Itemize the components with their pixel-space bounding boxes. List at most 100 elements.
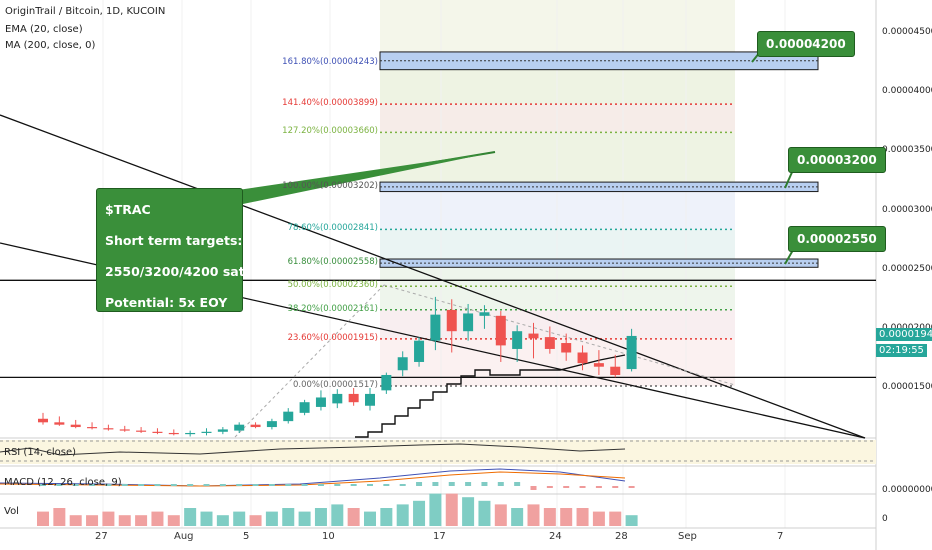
volume-bar bbox=[396, 504, 409, 526]
stepped-support bbox=[355, 354, 626, 438]
note-ticker: $TRAC bbox=[105, 202, 151, 217]
callout-target-3200[interactable]: 0.00003200 bbox=[788, 147, 886, 173]
macd-line bbox=[0, 468, 626, 487]
candle-body bbox=[479, 312, 490, 316]
macd-signal bbox=[0, 471, 626, 487]
volume-bar bbox=[560, 508, 573, 526]
macd-hist bbox=[383, 484, 390, 486]
macd-hist bbox=[628, 486, 635, 488]
macd-hist bbox=[170, 484, 177, 486]
analysis-note[interactable]: $TRAC Short term targets: 2550/3200/4200… bbox=[96, 188, 245, 312]
candle-body bbox=[561, 343, 572, 353]
rsi-label[interactable]: RSI (14, close) bbox=[4, 447, 77, 458]
candle-body bbox=[217, 429, 228, 432]
macd-hist bbox=[546, 486, 553, 488]
candle-body bbox=[201, 431, 212, 433]
macd-hist bbox=[317, 484, 324, 486]
x-tick-label: 27 bbox=[95, 531, 108, 542]
x-tick-label: 10 bbox=[322, 531, 335, 542]
macd-tick-label: 0.00000000 bbox=[882, 485, 932, 495]
volume-bar bbox=[167, 515, 180, 526]
macd-hist bbox=[252, 484, 259, 486]
volume-bar bbox=[445, 493, 458, 526]
macd-hist bbox=[448, 482, 455, 486]
note-targets-heading: Short term targets: bbox=[105, 233, 243, 248]
macd-hist bbox=[432, 482, 439, 486]
callout-target-4200[interactable]: 0.00004200 bbox=[757, 31, 855, 57]
x-tick-label: 24 bbox=[549, 531, 562, 542]
volume-bar bbox=[527, 504, 540, 526]
macd-label[interactable]: MACD (12, 26, close, 9) bbox=[4, 477, 122, 488]
macd-hist bbox=[465, 482, 472, 486]
candle-body bbox=[119, 429, 130, 431]
y-tick-label: 0.00003000 bbox=[882, 204, 932, 215]
fib-label: 78.60%(0.00002841) bbox=[287, 223, 378, 234]
fib-label: 161.80%(0.00004243) bbox=[282, 57, 378, 68]
candle-body bbox=[152, 431, 163, 433]
candle-body bbox=[463, 313, 474, 332]
macd-hist bbox=[203, 484, 210, 486]
legend-title[interactable]: OriginTrail / Bitcoin, 1D, KUCOIN bbox=[5, 6, 166, 17]
macd-hist bbox=[579, 486, 586, 488]
candles bbox=[38, 296, 637, 437]
candle-body bbox=[54, 422, 65, 425]
candle-body bbox=[136, 430, 147, 432]
candle-body bbox=[315, 397, 326, 407]
volume-bar bbox=[282, 508, 295, 526]
volume-bar bbox=[331, 504, 344, 526]
volume-panel bbox=[37, 493, 638, 526]
macd-hist bbox=[121, 484, 128, 486]
fib-label: 38.20%(0.00002161) bbox=[287, 303, 378, 314]
legend-ema[interactable]: EMA (20, close) bbox=[5, 24, 83, 35]
volume-bar bbox=[233, 511, 246, 526]
volume-bar bbox=[249, 515, 262, 526]
y-tick-label: 0.00004500 bbox=[882, 27, 932, 37]
volume-bar bbox=[265, 511, 278, 526]
fib-label: 100.00%(0.00003202) bbox=[282, 180, 378, 191]
candle-body bbox=[348, 393, 359, 403]
candle-body bbox=[168, 432, 179, 435]
volume-bar bbox=[53, 508, 66, 526]
rsi-panel bbox=[0, 440, 876, 464]
note-targets: 2550/3200/4200 sat bbox=[105, 264, 245, 279]
macd-hist bbox=[481, 482, 488, 486]
projection-line bbox=[383, 284, 736, 386]
fib-label: 141.40%(0.00003899) bbox=[282, 98, 378, 109]
callout-target-2550[interactable]: 0.00002550 bbox=[788, 226, 886, 252]
volume-bar bbox=[298, 511, 311, 526]
macd-hist bbox=[236, 484, 243, 486]
volume-label[interactable]: Vol bbox=[4, 506, 19, 517]
y-tick-label: 0.00004000 bbox=[882, 86, 932, 97]
volume-bar bbox=[625, 515, 638, 526]
macd-hist bbox=[530, 486, 537, 490]
note-potential: Potential: 5x EOY bbox=[105, 295, 228, 310]
volume-bar bbox=[609, 511, 622, 526]
macd-hist bbox=[72, 484, 79, 486]
trendline-upper bbox=[0, 114, 866, 439]
volume-bar bbox=[462, 497, 475, 526]
macd-hist bbox=[56, 484, 63, 486]
candle-body bbox=[593, 363, 604, 367]
macd-hist bbox=[514, 482, 521, 486]
candle-body bbox=[577, 352, 588, 364]
volume-bar bbox=[118, 515, 131, 526]
candle-body bbox=[365, 393, 375, 406]
candle-body bbox=[70, 424, 81, 428]
volume-bar bbox=[576, 508, 589, 526]
fib-label: 61.80%(0.00002558) bbox=[287, 256, 378, 267]
x-tick-label: 28 bbox=[615, 531, 628, 542]
volume-bar bbox=[380, 508, 393, 526]
volume-bar bbox=[86, 515, 99, 526]
candle-body bbox=[495, 315, 506, 346]
macd-hist bbox=[105, 484, 112, 486]
countdown-badge: 02:19:55 bbox=[876, 344, 927, 357]
candle-body bbox=[446, 309, 457, 332]
y-tick-label: 0.00001500 bbox=[882, 382, 932, 392]
candle-body bbox=[544, 337, 555, 349]
volume-bar bbox=[429, 493, 442, 526]
legend-ma[interactable]: MA (200, close, 0) bbox=[5, 40, 96, 51]
macd-hist bbox=[154, 484, 161, 486]
volume-bar bbox=[102, 511, 115, 526]
fib-label: 0.00%(0.00001517) bbox=[292, 379, 378, 390]
